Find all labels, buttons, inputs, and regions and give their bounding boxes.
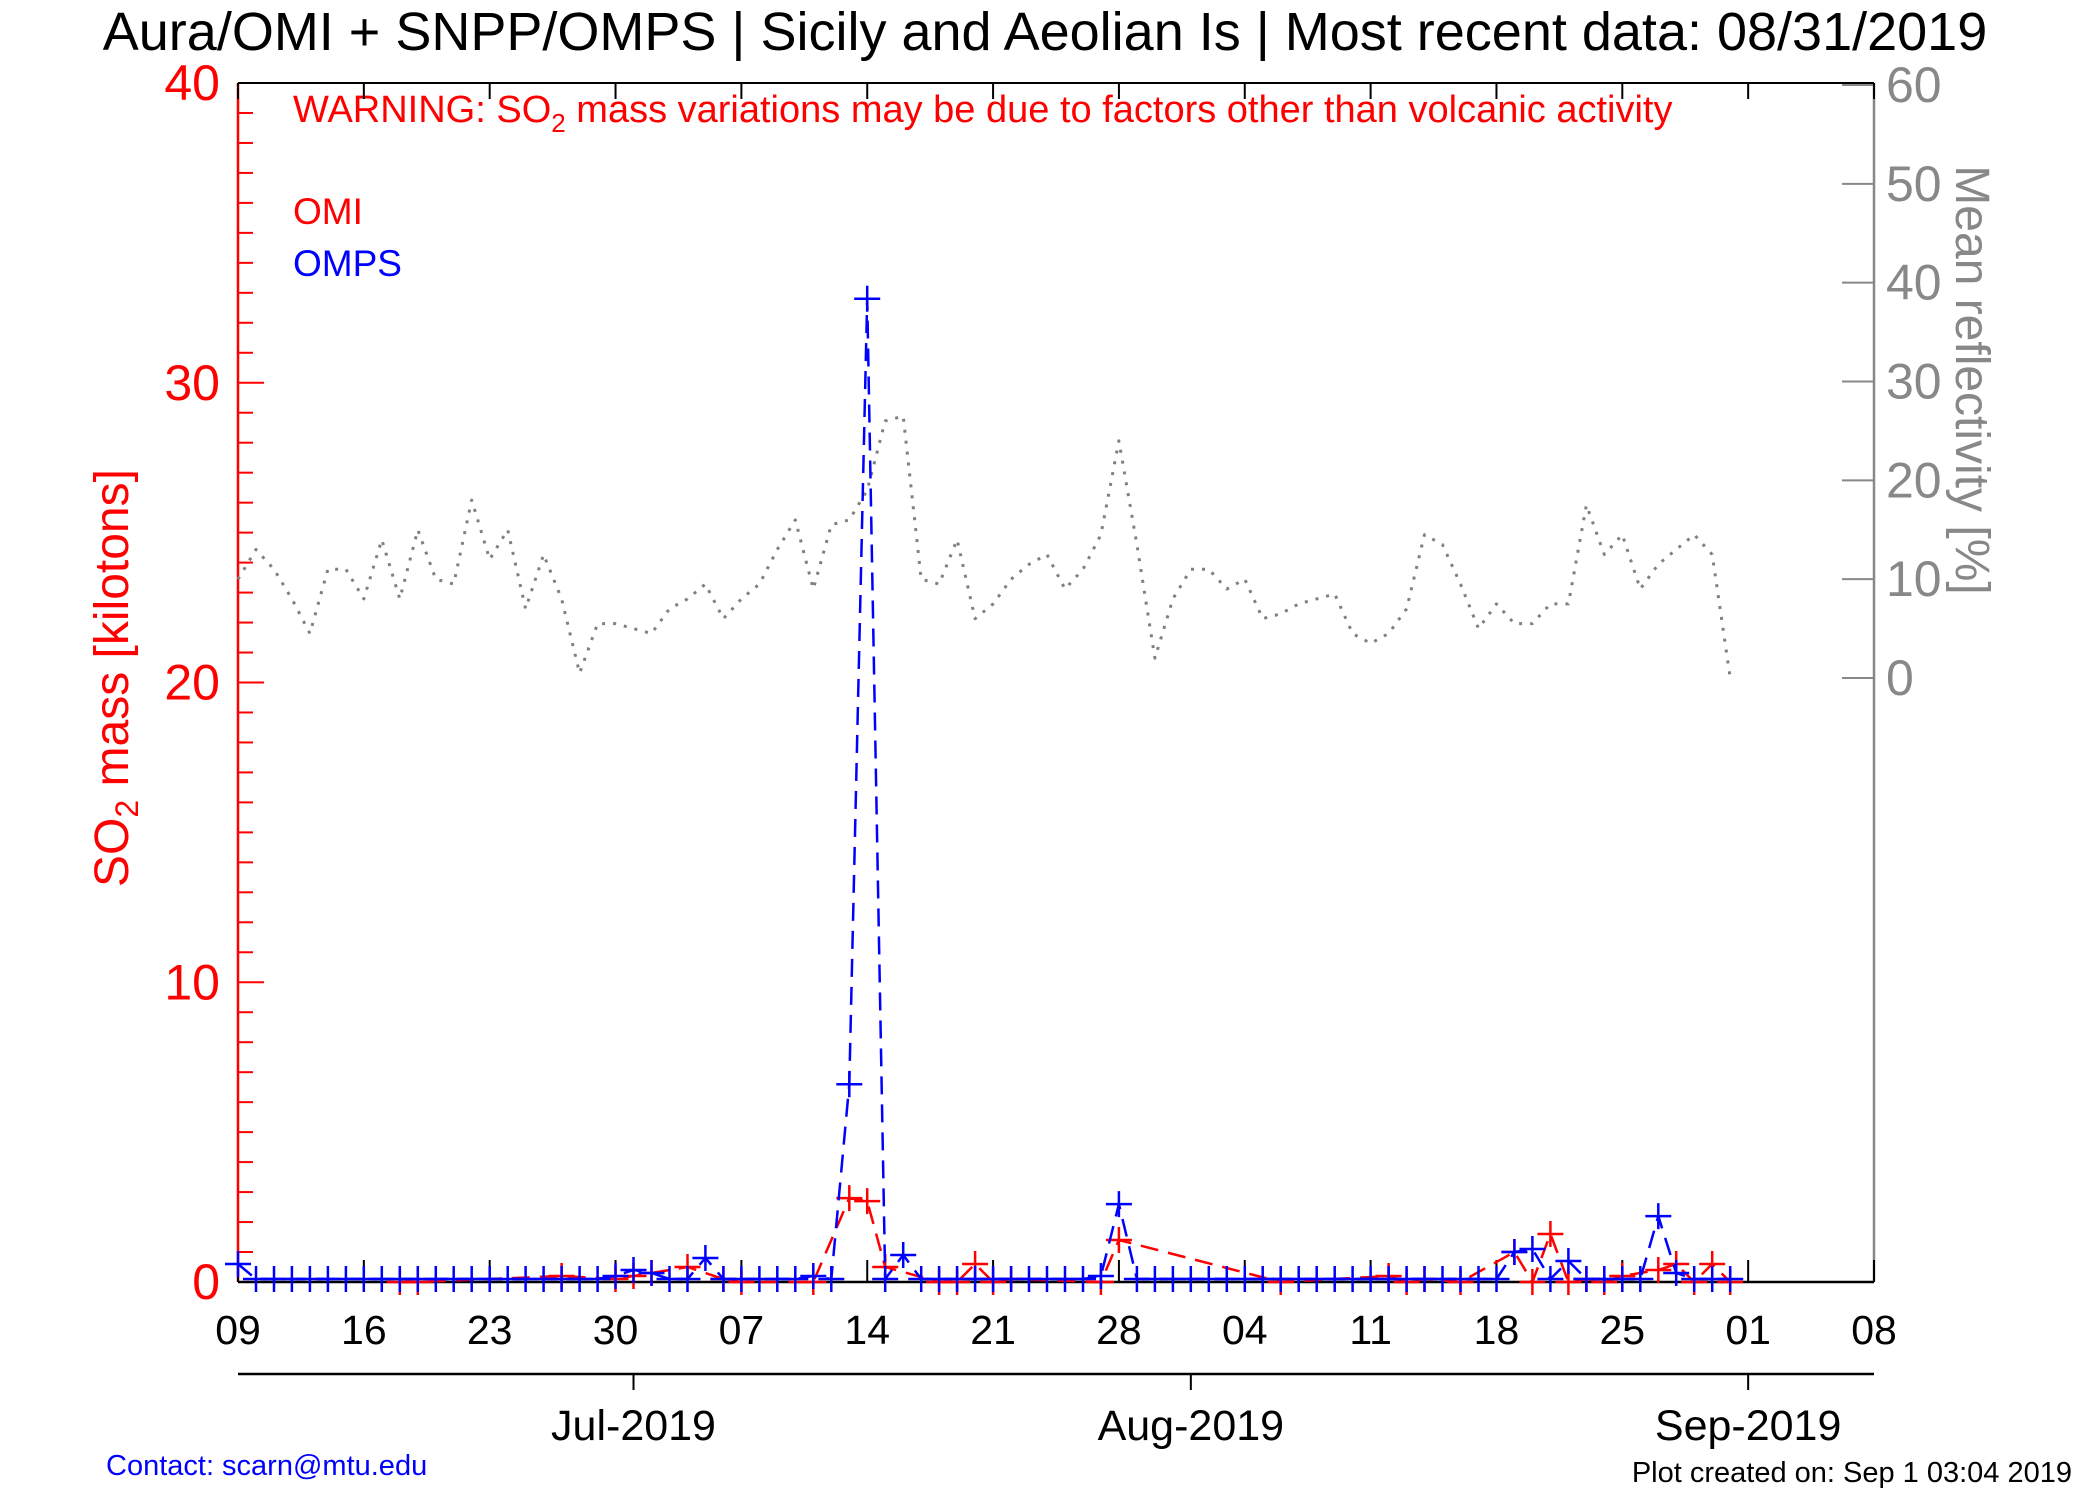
warning-subscript: 2 (551, 108, 565, 138)
omps-point-marker (782, 1266, 809, 1292)
omps-point-marker (1483, 1266, 1510, 1292)
right-tick-label: 0 (1886, 650, 1914, 706)
x-tick-label: 21 (970, 1307, 1016, 1353)
right-tick-label: 10 (1886, 551, 1942, 607)
omps-point-marker (602, 1263, 629, 1289)
legend-omps: OMPS (293, 243, 402, 284)
legend-omi: OMI (293, 191, 363, 232)
omps-point-marker (1645, 1203, 1672, 1230)
x-tick-label: 04 (1222, 1307, 1268, 1353)
x-tick-label: 16 (341, 1307, 387, 1353)
omps-point-marker (1555, 1248, 1582, 1274)
x-tick-label: 07 (719, 1307, 765, 1353)
left-axis-label: SO2 mass [kilotons] (86, 469, 145, 887)
month-tick-label: Sep-2019 (1655, 1402, 1842, 1450)
right-tick-label: 50 (1886, 156, 1942, 212)
left-tick-label: 30 (164, 355, 220, 411)
omi-point-marker (836, 1185, 863, 1212)
omi-point-marker (854, 1188, 881, 1215)
left-axis-label-subscript: 2 (109, 800, 145, 818)
omps-point-marker (854, 285, 881, 312)
omps-point-marker (1087, 1263, 1114, 1289)
omi-point-marker (1537, 1221, 1564, 1247)
left-tick-label: 40 (164, 55, 220, 111)
warning-text: WARNING: SO2 mass variations may be due … (293, 89, 1672, 138)
x-tick-label: 28 (1096, 1307, 1142, 1353)
omps-point-marker (1717, 1266, 1744, 1292)
chart-title: Aura/OMI + SNPP/OMPS | Sicily and Aeolia… (103, 2, 1988, 62)
x-tick-label: 01 (1725, 1307, 1771, 1353)
x-tick-label: 09 (215, 1307, 261, 1353)
right-tick-label: 30 (1886, 354, 1942, 410)
right-axis-label: Mean reflectivity [%] (1945, 165, 1998, 594)
left-axis-label-suffix: mass [kilotons] (86, 469, 139, 800)
omps-point-marker (1519, 1236, 1546, 1262)
month-tick-label: Jul-2019 (551, 1402, 716, 1450)
omps-point-marker (584, 1266, 611, 1292)
x-tick-label: 18 (1474, 1307, 1520, 1353)
omps-point-marker (1627, 1266, 1654, 1292)
x-tick-label: 30 (593, 1307, 639, 1353)
omps-point-marker (1105, 1191, 1132, 1218)
x-tick-label: 08 (1851, 1307, 1897, 1353)
omps-point-marker (692, 1245, 719, 1271)
mean-reflectivity-series-line (236, 414, 1732, 679)
footer-created: Plot created on: Sep 1 03:04 2019 (1632, 1457, 2072, 1489)
omps-point-marker (225, 1251, 251, 1277)
omps-point-marker (836, 1071, 863, 1098)
right-tick-label: 60 (1886, 57, 1942, 113)
omps-point-marker (1070, 1266, 1096, 1292)
x-tick-label: 23 (467, 1307, 513, 1353)
omps-point-marker (872, 1266, 899, 1292)
omps-point-marker (800, 1263, 827, 1289)
right-tick-label: 20 (1886, 452, 1942, 508)
left-axis-label-prefix: SO (86, 818, 139, 887)
omps-point-marker (1501, 1239, 1528, 1265)
left-tick-label: 10 (164, 954, 220, 1010)
x-tick-label: 11 (1349, 1307, 1392, 1353)
footer-contact: Contact: scarn@mtu.edu (106, 1450, 427, 1482)
omps-series-line (237, 297, 1731, 1281)
left-tick-label: 20 (164, 655, 220, 711)
omi-point-marker (1519, 1269, 1546, 1295)
left-tick-label: 0 (192, 1254, 220, 1310)
warning-prefix: WARNING: SO (293, 89, 551, 131)
month-tick-label: Aug-2019 (1098, 1402, 1285, 1450)
omps-point-marker (818, 1266, 845, 1292)
omps-point-marker (620, 1257, 647, 1283)
x-tick-label: 14 (844, 1307, 890, 1353)
omps-point-marker (1663, 1260, 1690, 1286)
omps-point-marker (638, 1260, 665, 1286)
x-tick-label: 25 (1600, 1307, 1646, 1353)
omps-point-marker (890, 1242, 917, 1268)
omps-point-marker (1537, 1266, 1564, 1292)
omps-point-marker (674, 1266, 701, 1292)
omi-point-marker (1645, 1257, 1672, 1283)
right-tick-label: 40 (1886, 255, 1942, 311)
